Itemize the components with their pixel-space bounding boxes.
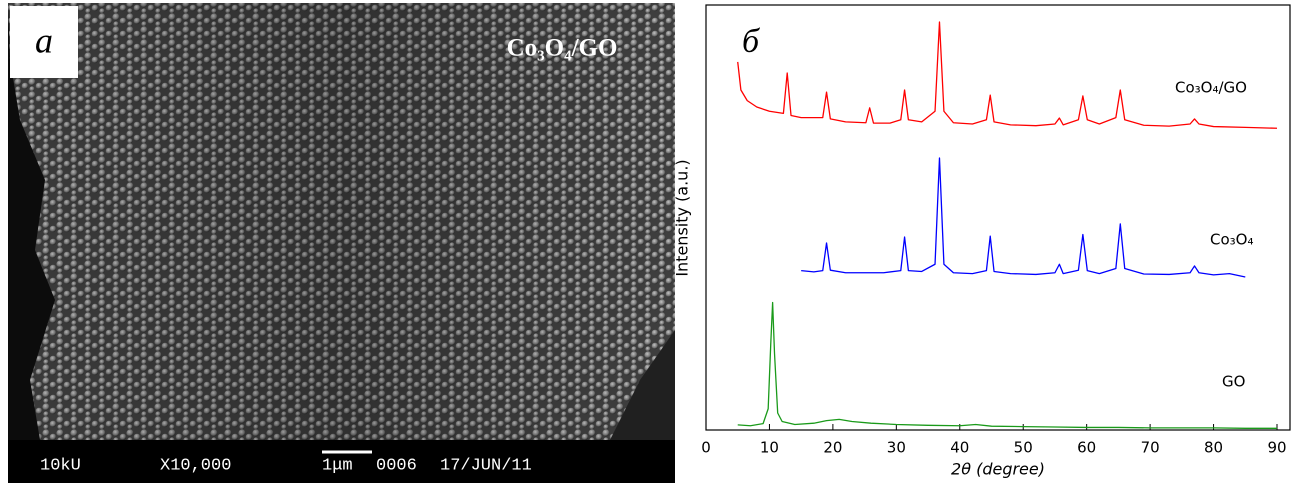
- series-label: Co₃O₄/GO: [1175, 79, 1247, 97]
- sem-info: 17/JUN/11: [440, 456, 532, 475]
- x-tick-label: 80: [1204, 439, 1223, 457]
- panel-label: а: [35, 20, 53, 60]
- sem-info: X10,000: [160, 456, 231, 475]
- x-tick-label: 50: [1014, 439, 1033, 457]
- series-line: [737, 21, 1278, 129]
- series-line: [737, 301, 1277, 429]
- dark-region: [610, 330, 675, 440]
- sem-panel: а Co₃O₄/GO 10kU X10,000 1μm 0006 17/JUN/…: [8, 3, 675, 483]
- x-tick-label: 0: [701, 439, 711, 457]
- xrd-chart: б 2θ (degree) Intensity (a.u.) 0 10 20 30 40…: [673, 4, 1291, 479]
- sem-info: 10kU: [40, 456, 81, 475]
- plot-frame: [705, 4, 1291, 431]
- x-tick-label: 40: [950, 439, 969, 457]
- x-axis-label: 2θ (degree): [951, 460, 1045, 479]
- x-tick-label: 60: [1077, 439, 1096, 457]
- x-tick-label: 30: [887, 439, 906, 457]
- panel-label: б: [742, 23, 761, 60]
- y-axis-label: Intensity (a.u.): [673, 159, 692, 276]
- panel-label-box: [10, 6, 78, 78]
- sem-shading: [8, 3, 675, 440]
- x-tick-label: 20: [823, 439, 842, 457]
- info-strip: [8, 440, 675, 483]
- series-label: GO: [1222, 373, 1245, 391]
- sem-caption: Co₃O₄/GO: [507, 35, 618, 62]
- sem-info: 0006: [376, 456, 417, 475]
- sem-info: 1μm: [322, 456, 353, 475]
- series-label: Co₃O₄: [1210, 231, 1253, 249]
- x-tick-label: 10: [760, 439, 779, 457]
- x-tick-label: 70: [1141, 439, 1160, 457]
- series-line: [801, 157, 1246, 278]
- x-tick-label: 90: [1267, 439, 1286, 457]
- dark-region: [8, 3, 55, 440]
